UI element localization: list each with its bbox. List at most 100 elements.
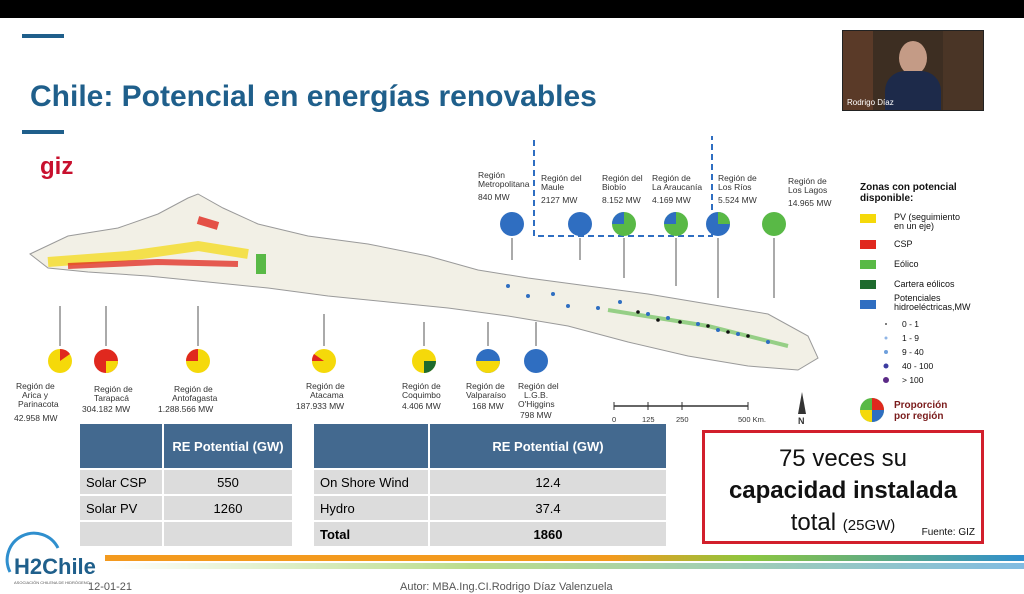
region-araucania: Región de La Araucanía 4.169 MW [652, 173, 702, 286]
region-label: Región de Atacama [306, 381, 345, 400]
region-mw: 798 MW [520, 410, 552, 420]
svg-text:N: N [798, 416, 805, 426]
map-legend: Zonas con potencial disponible: PV (segui… [860, 182, 971, 422]
map-graphic: giz Región M [14, 131, 971, 426]
pie-blue-icon [500, 212, 524, 236]
table-row: Solar CSP 550 [78, 468, 294, 496]
legend-label: Eólico [894, 259, 919, 269]
region-mw: 42.958 MW [14, 413, 57, 423]
legend-proportion: Proporción por región [894, 400, 947, 422]
table-row [78, 520, 294, 548]
legend-size: 9 - 40 [902, 347, 924, 357]
pie-blue-icon [524, 349, 548, 373]
chile-land-shape [29, 193, 819, 371]
hydro-dots [506, 284, 770, 344]
scale-tick: 0 [612, 415, 616, 424]
legend-size: 40 - 100 [902, 361, 933, 371]
legend-swatch [860, 214, 876, 223]
re-potential-table-solar: RE Potential (GW) Solar CSP 550 Solar PV… [78, 422, 294, 548]
region-arica: Región de Arica y Parinacota 42.958 MW [14, 306, 72, 423]
legend-swatch [860, 260, 876, 269]
title-deco-top [22, 34, 64, 38]
region-label: Región de Antofagasta [172, 384, 218, 403]
callout-line1: 75 veces su [778, 445, 908, 472]
region-label: Región de La Araucanía [652, 173, 702, 192]
table-row: On Shore Wind 12.4 [312, 468, 668, 496]
region-mw: 4.406 MW [402, 401, 441, 411]
table-row: Hydro 37.4 [312, 494, 668, 522]
region-mw: 14.965 MW [788, 198, 831, 208]
callout-source: Fuente: GIZ [921, 527, 975, 538]
callout-gw: (25GW) [842, 517, 896, 534]
svg-text:ASOCIACIÓN CHILENA DE HIDRÓGEN: ASOCIACIÓN CHILENA DE HIDRÓGENO [14, 580, 90, 585]
region-antofagasta: Región de Antofagasta 1.288.566 MW [158, 306, 218, 414]
region-coquimbo: Región de Coquimbo 4.406 MW [402, 322, 441, 411]
webcam-thumbnail[interactable]: Rodrigo Díaz [842, 30, 984, 111]
svg-text:H2Chile: H2Chile [14, 554, 96, 579]
region-biobio: Región del Biobío 8.152 MW [602, 173, 643, 278]
slide-title: Chile: Potencial en energías renovables [30, 80, 597, 113]
footer-bar [105, 555, 1024, 561]
scale-bar: 0 125 250 500 Km. [612, 402, 766, 424]
region-mw: 8.152 MW [602, 195, 641, 205]
region-label: Región de Los Lagos [788, 176, 827, 195]
region-label: Región Metropolitana [478, 170, 530, 189]
region-valparaiso: Región de Valparaíso 168 MW [466, 322, 506, 411]
region-mw: 4.169 MW [652, 195, 691, 205]
legend-size: 1 - 9 [902, 333, 919, 343]
highlight-box [533, 131, 713, 237]
capacity-callout: 75 veces su capacidad instalada total (2… [702, 430, 984, 544]
scale-tick: 250 [676, 415, 689, 424]
legend-label: Potenciales hidroeléctricas,MW [894, 293, 971, 312]
region-metropolitana: Región Metropolitana 840 MW [478, 170, 530, 260]
region-mw: 5.524 MW [718, 195, 757, 205]
pie-green-icon [762, 212, 786, 236]
footer-bar-secondary [105, 563, 1024, 569]
region-label: Región del Maule [541, 173, 582, 192]
legend-label: CSP [894, 239, 913, 249]
slide-date: 12-01-21 [88, 581, 133, 593]
legend-label: PV (seguimiento en un eje) [894, 212, 960, 231]
presentation-slide: Chile: Potencial en energías renovables … [0, 18, 1024, 594]
region-atacama: Región de Atacama 187.933 MW [296, 314, 345, 411]
region-label: Región del Biobío [602, 173, 643, 192]
slide-author: Autor: MBA.Ing.CI.Rodrigo Díaz Valenzuel… [400, 581, 613, 593]
legend-label: Cartera eólicos [894, 279, 955, 289]
region-maule: Región del Maule 2127 MW [541, 173, 592, 260]
callout-line2: capacidad instalada [728, 477, 958, 504]
region-los-rios: Región de Los Ríos 5.524 MW [706, 173, 757, 298]
title-deco-bottom [22, 130, 64, 134]
region-label: Región de Valparaíso [466, 381, 506, 400]
region-mw: 2127 MW [541, 195, 577, 205]
table-row-total: Total 1860 [312, 520, 668, 548]
region-ohiggins: Región del L.G.B. O'Higgins 798 MW [518, 322, 559, 420]
chile-renewables-map: giz Región M [8, 131, 1012, 428]
legend-size: 0 - 1 [902, 319, 919, 329]
region-los-lagos: Región de Los Lagos 14.965 MW [762, 176, 831, 298]
proportion-pie-icon [860, 398, 884, 422]
participant-name: Rodrigo Díaz [847, 98, 894, 107]
table-row: Solar PV 1260 [78, 494, 294, 522]
scale-tick: 500 Km. [738, 415, 766, 424]
north-arrow-icon: N [798, 392, 806, 426]
region-label: Región de Coquimbo [402, 381, 441, 400]
legend-swatch [860, 280, 876, 289]
region-label: Región de Los Ríos [718, 173, 757, 192]
legend-size: > 100 [902, 375, 924, 385]
re-potential-table-other: RE Potential (GW) On Shore Wind 12.4 Hyd… [312, 422, 668, 548]
region-label: Región de Arica y Parinacota [16, 381, 59, 409]
legend-swatch [860, 300, 876, 309]
region-mw: 187.933 MW [296, 401, 344, 411]
pie-blue-icon [568, 212, 592, 236]
region-mw: 1.288.566 MW [158, 404, 213, 414]
scale-tick: 125 [642, 415, 655, 424]
region-label: Región del L.G.B. O'Higgins [518, 381, 559, 409]
region-mw: 840 MW [478, 192, 510, 202]
legend-swatch [860, 240, 876, 249]
region-mw: 304.182 MW [82, 404, 130, 414]
region-mw: 168 MW [472, 401, 504, 411]
h2chile-logo: H2Chile ASOCIACIÓN CHILENA DE HIDRÓGENO [0, 528, 100, 592]
region-tarapaca: Región de Tarapacá 304.182 MW [82, 306, 133, 414]
giz-logo: giz [40, 153, 73, 180]
region-label: Región de Tarapacá [94, 384, 133, 403]
